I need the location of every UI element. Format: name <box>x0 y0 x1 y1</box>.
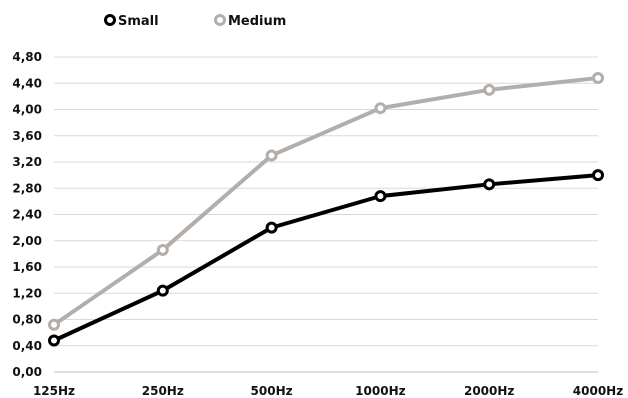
y-tick-label: 2,40 <box>12 208 42 222</box>
data-point-medium <box>374 102 387 115</box>
data-point-small <box>483 178 496 191</box>
data-point-small <box>592 169 604 182</box>
data-point-medium <box>265 149 278 162</box>
data-point-small <box>48 334 60 347</box>
data-point-medium <box>156 243 169 256</box>
x-tick-label: 500Hz <box>251 384 293 398</box>
legend-marker-small <box>104 14 116 26</box>
legend-label-small: Small <box>118 14 159 29</box>
data-point-small <box>156 284 169 297</box>
legend: Small Medium <box>104 14 286 29</box>
legend-marker-medium <box>214 14 226 26</box>
data-point-medium <box>592 72 604 84</box>
y-tick-label: 4,00 <box>12 103 42 117</box>
y-tick-label: 4,80 <box>12 50 42 64</box>
series-group <box>48 72 604 347</box>
series-line-small <box>52 173 600 343</box>
x-tick-label: 2000Hz <box>464 384 514 398</box>
y-tick-label: 4,40 <box>12 76 42 90</box>
y-tick-label: 0,80 <box>12 313 42 327</box>
data-point-medium <box>48 318 60 331</box>
data-point-medium <box>483 83 496 96</box>
y-tick-label: 0,00 <box>12 365 42 379</box>
x-tick-label: 125Hz <box>33 384 75 398</box>
gridlines <box>54 56 598 373</box>
x-tick-label: 250Hz <box>142 384 184 398</box>
x-tick-label: 1000Hz <box>355 384 405 398</box>
y-tick-label: 2,00 <box>12 234 42 248</box>
y-tick-label: 1,20 <box>12 286 42 300</box>
x-axis: 125Hz 250Hz 500Hz 1000Hz 2000Hz 4000Hz <box>33 384 623 398</box>
y-tick-label: 2,80 <box>12 181 42 195</box>
y-tick-label: 0,40 <box>12 339 42 353</box>
series-line-medium <box>52 76 600 327</box>
y-axis: 0,00 0,40 0,80 1,20 1,60 2,00 2,40 2,80 3,20 3,60… <box>12 50 42 379</box>
x-tick-label: 4000Hz <box>573 384 623 398</box>
data-point-small <box>265 221 278 234</box>
y-tick-label: 3,20 <box>12 155 42 169</box>
y-tick-label: 3,60 <box>12 129 42 143</box>
y-tick-label: 1,60 <box>12 260 42 274</box>
data-point-small <box>374 190 387 203</box>
legend-label-medium: Medium <box>228 14 286 29</box>
